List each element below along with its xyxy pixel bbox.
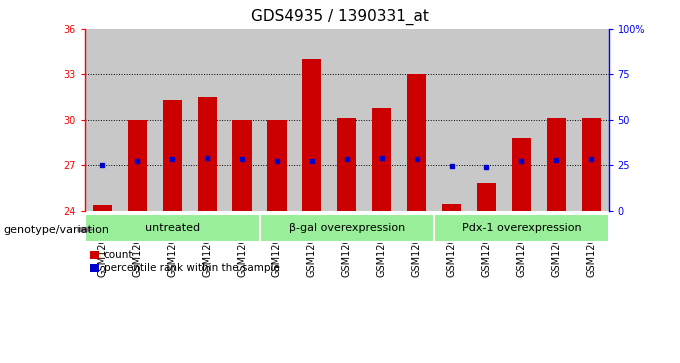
Bar bbox=[198, 97, 217, 211]
Bar bbox=[85, 29, 120, 211]
Bar bbox=[85, 214, 260, 242]
Bar bbox=[399, 29, 434, 211]
Text: Pdx-1 overexpression: Pdx-1 overexpression bbox=[462, 223, 581, 233]
Text: untreated: untreated bbox=[145, 223, 200, 233]
Bar bbox=[260, 214, 434, 242]
Bar bbox=[93, 205, 112, 211]
Bar bbox=[574, 29, 609, 211]
Text: β-gal overexpression: β-gal overexpression bbox=[289, 223, 405, 233]
Bar bbox=[155, 29, 190, 211]
Bar bbox=[294, 29, 329, 211]
Bar bbox=[303, 59, 322, 211]
Bar bbox=[581, 118, 600, 211]
Bar bbox=[128, 120, 147, 211]
Bar bbox=[163, 100, 182, 211]
Bar bbox=[512, 138, 531, 211]
Legend: count, percentile rank within the sample: count, percentile rank within the sample bbox=[90, 250, 279, 273]
Bar bbox=[477, 183, 496, 211]
Bar bbox=[539, 29, 574, 211]
Bar bbox=[329, 29, 364, 211]
Bar bbox=[267, 120, 286, 211]
Bar bbox=[547, 118, 566, 211]
Bar bbox=[120, 29, 155, 211]
Bar bbox=[434, 214, 609, 242]
Bar bbox=[469, 29, 504, 211]
Text: genotype/variation: genotype/variation bbox=[3, 225, 109, 234]
Bar bbox=[260, 29, 294, 211]
Bar bbox=[337, 118, 356, 211]
Bar bbox=[233, 120, 252, 211]
Text: GDS4935 / 1390331_at: GDS4935 / 1390331_at bbox=[251, 9, 429, 25]
Bar bbox=[190, 29, 224, 211]
Bar bbox=[442, 204, 461, 211]
Bar bbox=[364, 29, 399, 211]
Bar bbox=[434, 29, 469, 211]
Bar bbox=[224, 29, 260, 211]
Bar bbox=[407, 74, 426, 211]
Bar bbox=[372, 108, 391, 211]
Bar bbox=[504, 29, 539, 211]
